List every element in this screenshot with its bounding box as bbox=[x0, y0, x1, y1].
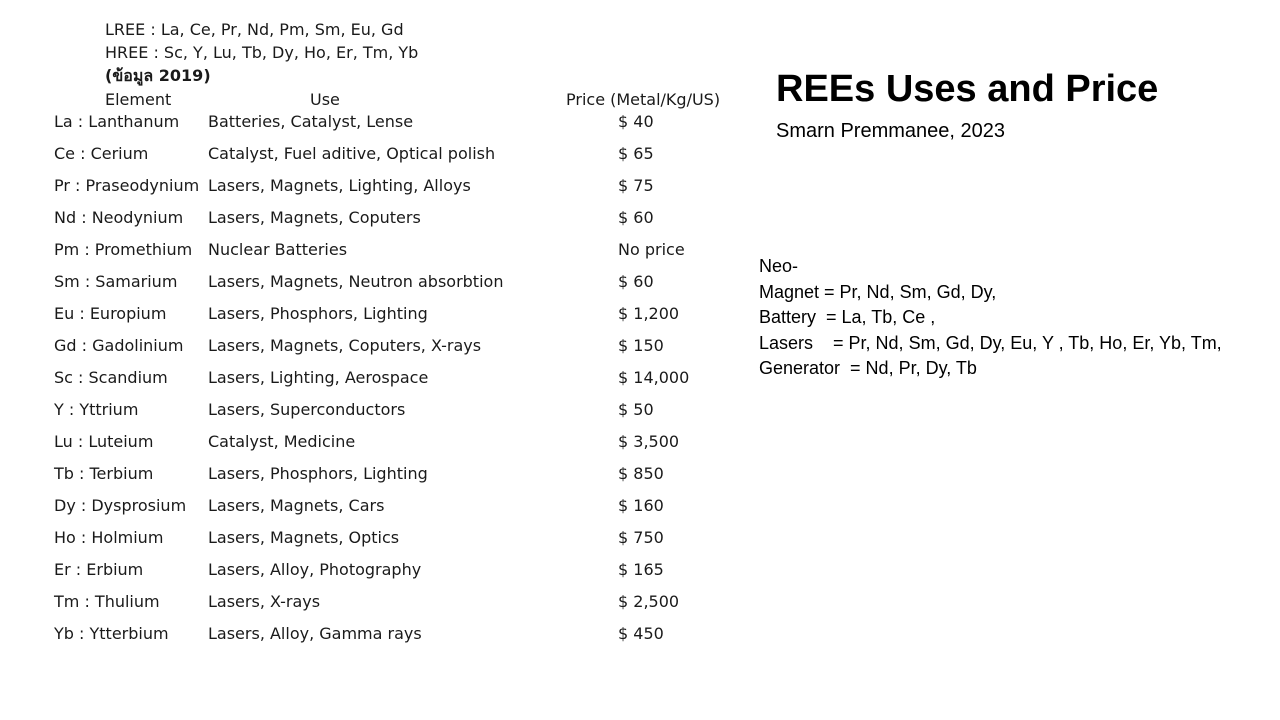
application-notes: Neo- Magnet = Pr, Nd, Sm, Gd, Dy, Battery … bbox=[759, 254, 1222, 382]
element-cell: Sm : Samarium bbox=[54, 272, 178, 291]
element-cell: Ce : Cerium bbox=[54, 144, 149, 163]
price-cell: $ 60 bbox=[618, 208, 654, 227]
table-row: Eu : Europium Lasers, Phosphors, Lighting… bbox=[54, 302, 754, 334]
slide-title: REEs Uses and Price bbox=[776, 68, 1159, 110]
use-cell: Catalyst, Fuel aditive, Optical polish bbox=[208, 144, 496, 163]
use-cell: Lasers, Magnets, Lighting, Alloys bbox=[208, 176, 471, 195]
data-year: (ข้อมูล 2019) bbox=[105, 66, 211, 85]
element-cell: Eu : Europium bbox=[54, 304, 167, 323]
element-cell: Sc : Scandium bbox=[54, 368, 168, 387]
use-cell: Lasers, Alloy, Gamma rays bbox=[208, 624, 422, 643]
lree-line: LREE : La, Ce, Pr, Nd, Pm, Sm, Eu, Gd bbox=[105, 20, 404, 39]
table-row: Gd : Gadolinium Lasers, Magnets, Coputers… bbox=[54, 334, 754, 366]
price-cell: $ 150 bbox=[618, 336, 664, 355]
element-cell: Pm : Promethium bbox=[54, 240, 193, 259]
use-cell: Lasers, Alloy, Photography bbox=[208, 560, 422, 579]
note-line: Neo- bbox=[759, 256, 799, 276]
element-cell: Ho : Holmium bbox=[54, 528, 164, 547]
price-cell: $ 3,500 bbox=[618, 432, 680, 451]
use-cell: Lasers, Phosphors, Lighting bbox=[208, 304, 428, 323]
use-cell: Lasers, Superconductors bbox=[208, 400, 406, 419]
element-cell: Dy : Dysprosium bbox=[54, 496, 187, 515]
table-row: Y : Yttrium Lasers, Superconductors $ 50 bbox=[54, 398, 754, 430]
header-price: Price (Metal/Kg/US) bbox=[566, 90, 721, 109]
table-row: Sm : Samarium Lasers, Magnets, Neutron ab… bbox=[54, 270, 754, 302]
element-cell: Nd : Neodynium bbox=[54, 208, 184, 227]
ree-intro: LREE : La, Ce, Pr, Nd, Pm, Sm, Eu, Gd HR… bbox=[105, 18, 418, 87]
table-row: Pm : Promethium Nuclear Batteries No price bbox=[54, 238, 754, 270]
use-cell: Lasers, Magnets, Coputers, X-rays bbox=[208, 336, 482, 355]
price-cell: $ 450 bbox=[618, 624, 664, 643]
table-row: La : Lanthanum Batteries, Catalyst, Lense… bbox=[54, 110, 754, 142]
slide-subtitle: Smarn Premmanee, 2023 bbox=[776, 120, 1006, 142]
ree-table: La : Lanthanum Batteries, Catalyst, Lense… bbox=[54, 110, 754, 654]
price-cell: $ 75 bbox=[618, 176, 654, 195]
element-cell: Y : Yttrium bbox=[54, 400, 139, 419]
price-cell: $ 50 bbox=[618, 400, 654, 419]
table-row: Lu : Luteium Catalyst, Medicine $ 3,500 bbox=[54, 430, 754, 462]
price-cell: $ 160 bbox=[618, 496, 664, 515]
price-cell: $ 40 bbox=[618, 112, 654, 131]
table-row: Pr : Praseodynium Lasers, Magnets, Lighti… bbox=[54, 174, 754, 206]
element-cell: Pr : Praseodynium bbox=[54, 176, 200, 195]
price-cell: $ 65 bbox=[618, 144, 654, 163]
table-row: Ce : Cerium Catalyst, Fuel aditive, Optic… bbox=[54, 142, 754, 174]
header-use: Use bbox=[310, 90, 340, 109]
note-line: Battery = La, Tb, Ce , bbox=[759, 307, 936, 327]
element-cell: La : Lanthanum bbox=[54, 112, 180, 131]
use-cell: Lasers, Magnets, Optics bbox=[208, 528, 400, 547]
note-line: Generator = Nd, Pr, Dy, Tb bbox=[759, 358, 977, 378]
use-cell: Lasers, Magnets, Coputers bbox=[208, 208, 421, 227]
price-cell: $ 2,500 bbox=[618, 592, 680, 611]
use-cell: Lasers, Phosphors, Lighting bbox=[208, 464, 428, 483]
price-cell: $ 750 bbox=[618, 528, 664, 547]
hree-line: HREE : Sc, Y, Lu, Tb, Dy, Ho, Er, Tm, Yb bbox=[105, 43, 419, 62]
table-row: Sc : Scandium Lasers, Lighting, Aerospace… bbox=[54, 366, 754, 398]
use-cell: Lasers, Magnets, Neutron absorbtion bbox=[208, 272, 504, 291]
use-cell: Lasers, Magnets, Cars bbox=[208, 496, 385, 515]
table-row: Nd : Neodynium Lasers, Magnets, Coputers $… bbox=[54, 206, 754, 238]
table-row: Yb : Ytterbium Lasers, Alloy, Gamma rays $… bbox=[54, 622, 754, 654]
element-cell: Tm : Thulium bbox=[54, 592, 160, 611]
table-row: Tb : Terbium Lasers, Phosphors, Lighting $… bbox=[54, 462, 754, 494]
element-cell: Yb : Ytterbium bbox=[54, 624, 169, 643]
table-row: Tm : Thulium Lasers, X-rays $ 2,500 bbox=[54, 590, 754, 622]
note-line: Magnet = Pr, Nd, Sm, Gd, Dy, bbox=[759, 281, 997, 302]
price-cell: No price bbox=[618, 240, 685, 259]
use-cell: Lasers, X-rays bbox=[208, 592, 321, 611]
element-cell: Lu : Luteium bbox=[54, 432, 154, 451]
price-cell: $ 850 bbox=[618, 464, 664, 483]
use-cell: Batteries, Catalyst, Lense bbox=[208, 112, 414, 131]
use-cell: Nuclear Batteries bbox=[208, 240, 348, 259]
element-cell: Er : Erbium bbox=[54, 560, 144, 579]
element-cell: Tb : Terbium bbox=[54, 464, 154, 483]
price-cell: $ 1,200 bbox=[618, 304, 680, 323]
use-cell: Lasers, Lighting, Aerospace bbox=[208, 368, 429, 387]
element-cell: Gd : Gadolinium bbox=[54, 336, 184, 355]
header-element: Element bbox=[105, 90, 172, 109]
table-row: Er : Erbium Lasers, Alloy, Photography $ 1… bbox=[54, 558, 754, 590]
table-row: Ho : Holmium Lasers, Magnets, Optics $ 750 bbox=[54, 526, 754, 558]
table-row: Dy : Dysprosium Lasers, Magnets, Cars $ 16… bbox=[54, 494, 754, 526]
use-cell: Catalyst, Medicine bbox=[208, 432, 356, 451]
price-cell: $ 60 bbox=[618, 272, 654, 291]
note-line: Lasers = Pr, Nd, Sm, Gd, Dy, Eu, Y , Tb,… bbox=[759, 332, 1222, 353]
price-cell: $ 14,000 bbox=[618, 368, 690, 387]
price-cell: $ 165 bbox=[618, 560, 664, 579]
